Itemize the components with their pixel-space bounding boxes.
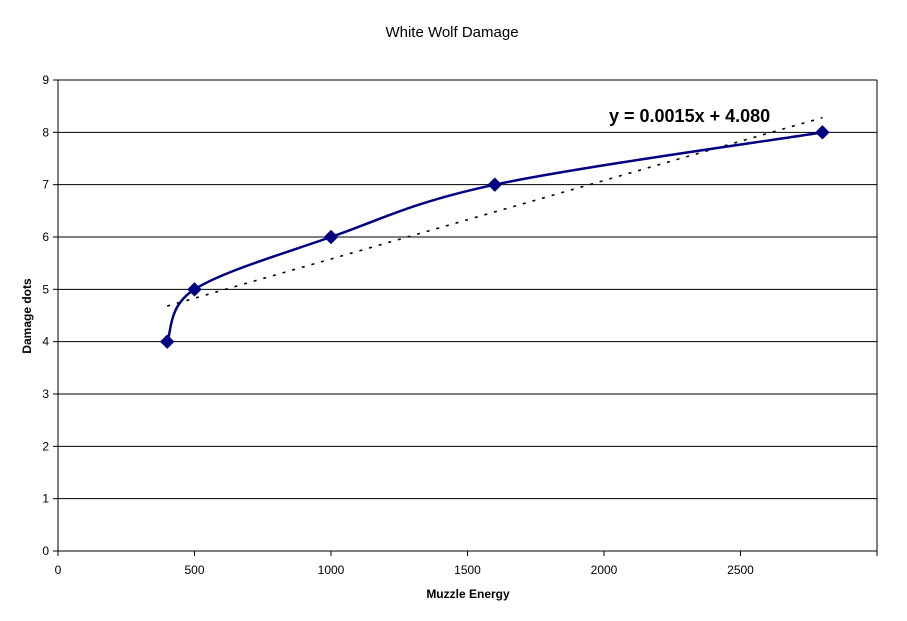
chart-title: White Wolf Damage: [385, 24, 518, 41]
y-tick-label: 6: [42, 230, 49, 244]
x-tick-label: 1000: [318, 563, 345, 577]
y-tick-label: 1: [42, 492, 49, 506]
data-point-4: [815, 125, 830, 140]
trendline-group: [166, 116, 823, 307]
y-tick-label: 2: [42, 439, 49, 453]
x-tick-label: 500: [184, 563, 204, 577]
x-tick-label: 2500: [727, 563, 754, 577]
y-tick-label: 5: [42, 282, 49, 296]
y-tick-label: 9: [42, 73, 49, 87]
x-tick-label: 0: [55, 563, 62, 577]
data-point-1: [187, 282, 202, 297]
data-point-0: [159, 334, 175, 349]
x-axis-title: Muzzle Energy: [426, 587, 510, 601]
y-axis-title: Damage dots: [20, 278, 34, 354]
series-group: [159, 125, 830, 349]
x-tick-label: 2000: [591, 563, 618, 577]
y-tick-label: 7: [42, 178, 49, 192]
y-tick-label: 4: [42, 335, 49, 349]
y-tick-labels: 0 1 2 3 4 5 6 7 8 9: [42, 73, 49, 558]
x-tick-label: 1500: [454, 563, 481, 577]
x-tick-labels: 0 500 1000 1500 2000 2500: [55, 563, 755, 577]
axes: [53, 79, 878, 556]
trendline: [166, 116, 823, 307]
y-tick-label: 0: [42, 544, 49, 558]
trendline-equation: y = 0.0015x + 4.080: [609, 106, 770, 126]
data-point-2: [323, 229, 339, 245]
y-tick-label: 3: [42, 387, 49, 401]
data-point-3: [487, 177, 503, 192]
y-tick-label: 8: [42, 125, 49, 139]
